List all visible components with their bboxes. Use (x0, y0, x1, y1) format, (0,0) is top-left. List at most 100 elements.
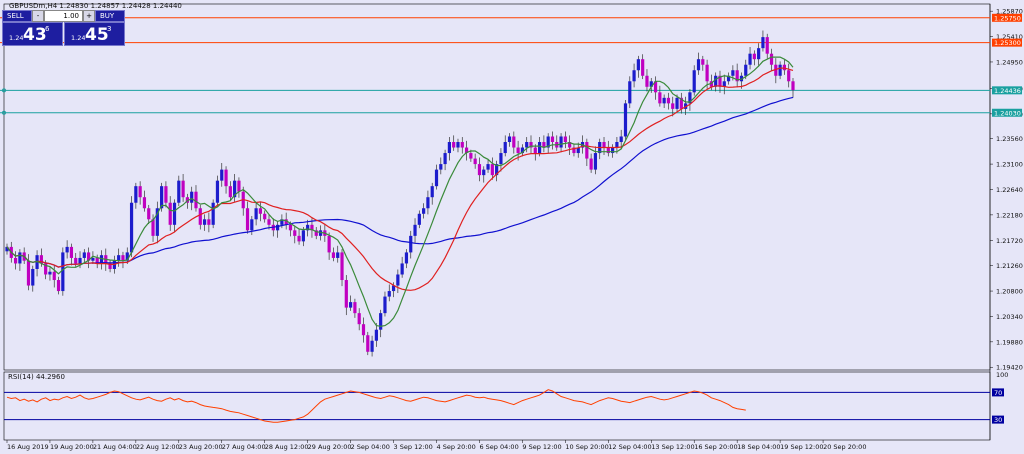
candle-body (267, 219, 271, 225)
candle-body (765, 37, 769, 54)
lot-increase-button[interactable]: + (83, 10, 95, 22)
candle-body (224, 169, 228, 187)
candle-body (379, 313, 383, 330)
buy-price-box[interactable]: 1.24 45 3 (64, 22, 125, 46)
candle-body (233, 180, 237, 198)
price-tick-label: 1.21720 (996, 237, 1023, 245)
rsi-level-tag (992, 388, 1004, 397)
candle-body (52, 271, 56, 281)
candle-body (709, 81, 713, 87)
price-tick-label: 1.25410 (996, 33, 1023, 41)
candle-body (400, 263, 404, 275)
candle-body (35, 255, 39, 269)
candle-body (726, 75, 731, 82)
candle-body (473, 158, 477, 165)
candle-body (202, 219, 207, 225)
candle-body (349, 302, 353, 308)
candle-body (78, 257, 82, 264)
candle-body (413, 224, 417, 236)
candle-body (310, 224, 314, 231)
time-tick-label: 6 Sep 04:00 (479, 443, 518, 451)
time-tick-label: 29 Aug 20:00 (308, 443, 352, 451)
horizontal-level-tag (992, 13, 1022, 22)
candle-body (87, 252, 91, 261)
candle-body (735, 70, 739, 82)
candle-body (426, 197, 430, 209)
candle-body (160, 186, 164, 209)
candle-body (615, 142, 619, 148)
candle-body (404, 252, 409, 264)
candle-body (314, 230, 318, 236)
candle-body (164, 186, 168, 203)
price-tick-label: 1.25870 (996, 8, 1023, 16)
candle-body (658, 92, 662, 104)
candle-body (602, 142, 606, 148)
candle-body (142, 197, 147, 209)
candle-body (172, 202, 177, 225)
candle-body (293, 230, 297, 236)
rsi-tick-label: 100 (996, 371, 1008, 379)
price-tick-label: 1.23100 (996, 161, 1023, 169)
horizontal-level-label: 1.25750 (994, 14, 1021, 22)
candle-body (185, 197, 189, 203)
buy-price-pips: 45 (85, 25, 109, 45)
candle-body (456, 142, 460, 148)
time-tick-label: 20 Sep 20:00 (823, 443, 866, 451)
time-tick-label: 9 Sep 12:00 (522, 443, 561, 451)
ma-fast-line (6, 56, 794, 327)
sell-price-box[interactable]: 1.24 43 6 (2, 22, 63, 46)
time-tick-label: 21 Aug 04:00 (93, 443, 137, 451)
candle-body (516, 147, 520, 154)
sell-price-fraction: 6 (45, 25, 50, 33)
candle-body (65, 246, 69, 253)
time-tick-label: 18 Sep 04:00 (737, 443, 780, 451)
lot-decrease-button[interactable]: - (32, 10, 44, 22)
candle-body (138, 186, 142, 198)
main-panel-frame (3, 3, 991, 371)
candle-body (546, 136, 550, 148)
candle-body (108, 263, 112, 269)
candle-body (641, 59, 645, 76)
candle-body (495, 164, 499, 176)
candle-body (211, 202, 215, 225)
candle-body (117, 255, 121, 261)
candle-body (718, 75, 722, 87)
buy-button[interactable]: BUY (95, 10, 125, 22)
horizontal-level-label: 1.25300 (994, 39, 1021, 47)
candle-body (529, 142, 533, 148)
candle-body (576, 147, 580, 154)
candle-body (774, 64, 778, 76)
candle-body (69, 246, 74, 258)
candle-body (653, 81, 658, 93)
candle-body (155, 208, 159, 236)
candle-body (606, 147, 610, 154)
time-tick-label: 4 Sep 20:00 (437, 443, 476, 451)
candle-body (714, 75, 718, 87)
candle-body (82, 252, 86, 258)
time-tick-label: 28 Aug 12:00 (265, 443, 309, 451)
candle-body (434, 169, 439, 187)
candle-body (675, 97, 679, 109)
candle-body (194, 191, 198, 209)
candle-body (409, 235, 413, 253)
time-tick-label: 12 Sep 04:00 (608, 443, 651, 451)
price-tick-label: 1.21260 (996, 262, 1023, 270)
buy-price-fraction: 3 (107, 25, 112, 33)
candle-body (611, 147, 615, 154)
buy-price-prefix: 1.24 (71, 34, 86, 42)
candle-body (422, 208, 426, 214)
candle-body (439, 164, 443, 170)
horizontal-level-label: 1.24436 (994, 87, 1021, 95)
level-anchor-icon (2, 110, 6, 115)
candle-body (778, 64, 782, 76)
candle-body (280, 219, 284, 225)
price-tick-label: 1.22180 (996, 211, 1023, 219)
lot-size-input[interactable]: 1.00 (44, 10, 83, 22)
rsi-level-tag (992, 415, 1004, 424)
candle-body (250, 219, 254, 231)
candle-body (318, 230, 323, 236)
candle-body (190, 191, 194, 203)
candle-body (503, 142, 507, 154)
sell-button[interactable]: SELL (2, 10, 32, 22)
